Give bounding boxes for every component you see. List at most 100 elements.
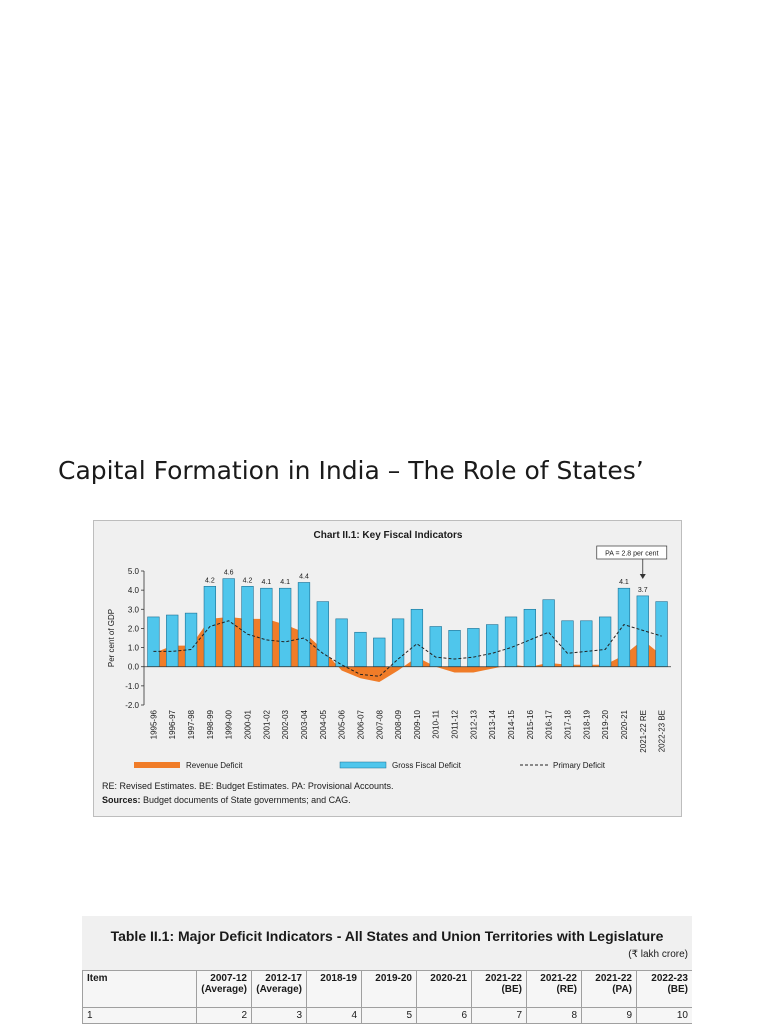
x-tick-label: 2020-21 — [620, 709, 629, 739]
header-line: 2012-17 — [265, 973, 302, 984]
bar-data-label: 3.7 — [638, 587, 648, 594]
x-tick-label: 2017-18 — [563, 709, 572, 739]
legend-swatch-revenue-deficit — [134, 762, 180, 768]
table-header-row: Item 2007-12 (Average) 2012-17 (Average) 2018… — [82, 970, 692, 1008]
abbreviations-note: RE: Revised Estimates. BE: Budget Estima… — [102, 781, 394, 791]
x-tick-label: 2004-05 — [319, 709, 328, 739]
y-tick-label: 0.0 — [128, 663, 140, 672]
x-tick-label: 2011-12 — [451, 709, 460, 738]
table-cell: 7 — [471, 1007, 527, 1024]
x-tick-label: 2010-11 — [432, 709, 441, 738]
table-cell: 3 — [251, 1007, 307, 1024]
x-tick-label: 2001-02 — [262, 709, 271, 739]
header-subline: (BE) — [501, 984, 522, 995]
bar-data-label: 4.6 — [224, 570, 234, 577]
y-tick-label: 1.0 — [128, 644, 140, 653]
gross-fiscal-deficit-bar — [222, 578, 235, 668]
header-line: 2022-23 — [651, 973, 688, 984]
x-tick-label: 2022-23 BE — [658, 710, 667, 752]
table-cell: 2 — [196, 1007, 252, 1024]
gross-fiscal-deficit-bar — [580, 620, 593, 668]
x-tick-label: 2005-06 — [338, 709, 347, 739]
x-tick-label: 2014-15 — [507, 709, 516, 739]
table-header-cell: 2012-17 (Average) — [251, 970, 307, 1008]
gross-fiscal-deficit-bar — [523, 608, 536, 668]
gross-fiscal-deficit-bar — [260, 587, 273, 668]
x-tick-label: 2000-01 — [244, 709, 253, 739]
table-header-cell: 2021-22 (RE) — [526, 970, 582, 1008]
table-header-cell: Item — [82, 970, 197, 1008]
x-tick-label: 2015-16 — [526, 709, 535, 739]
table-title: Table II.1: Major Deficit Indicators - A… — [110, 928, 664, 944]
x-tick-label: 1996-97 — [168, 709, 177, 739]
header-subline: (BE) — [667, 984, 688, 995]
table-panel: Table II.1: Major Deficit Indicators - A… — [82, 916, 692, 1024]
gross-fiscal-deficit-bar — [410, 608, 424, 668]
x-tick-label: 2019-20 — [601, 709, 610, 739]
bar-data-label: 4.2 — [205, 577, 215, 584]
table-cell: 9 — [581, 1007, 637, 1024]
table-header-cell: 2020-21 — [416, 970, 472, 1008]
gross-fiscal-deficit-bar — [448, 630, 461, 668]
x-tick-label: 2013-14 — [488, 709, 497, 739]
header-subline: (Average) — [201, 984, 247, 995]
x-tick-label: 2007-08 — [375, 709, 384, 739]
header-subline: (Average) — [256, 984, 302, 995]
header-line: 2021-22 — [540, 973, 577, 984]
x-tick-label: 2006-07 — [356, 709, 365, 739]
sources-text: Budget documents of State governments; a… — [140, 795, 351, 805]
y-axis-label: Per cent of GDP — [107, 609, 116, 667]
legend-label-gross-fiscal-deficit: Gross Fiscal Deficit — [392, 761, 462, 770]
x-tick-label: 2016-17 — [545, 709, 554, 739]
gross-fiscal-deficit-bar — [617, 587, 631, 668]
legend-label-primary-deficit: Primary Deficit — [553, 761, 606, 770]
header-line: 2019-20 — [375, 973, 412, 984]
annotation-arrow-head — [639, 574, 646, 579]
y-tick-label: -1.0 — [125, 682, 139, 691]
header-line: 2020-21 — [430, 973, 467, 984]
gross-fiscal-deficit-bar — [147, 616, 160, 668]
header-line: 2021-22 — [485, 973, 522, 984]
y-tick-label: 2.0 — [128, 624, 140, 633]
chart-title: Chart II.1: Key Fiscal Indicators — [314, 530, 463, 541]
table-header-cell: 2022-23 (BE) — [636, 970, 692, 1008]
y-tick-label: 5.0 — [128, 567, 140, 576]
x-tick-label: 1997-98 — [187, 709, 196, 739]
primary-deficit-line — [153, 620, 662, 677]
annotation-box — [596, 545, 668, 560]
gross-fiscal-deficit-bar — [598, 616, 612, 668]
gross-fiscal-deficit-bar — [467, 628, 480, 668]
header-line: 2018-19 — [320, 973, 357, 984]
table-cell: 4 — [306, 1007, 362, 1024]
header-line: 2021-22 — [595, 973, 632, 984]
header-line: Item — [87, 973, 108, 984]
key-fiscal-indicators-chart: Chart II.1: Key Fiscal Indicators Per cen… — [107, 530, 671, 770]
table-cell: 1 — [82, 1007, 197, 1024]
bar-data-label: 4.1 — [261, 579, 271, 586]
bar-data-label: 4.1 — [280, 579, 290, 586]
slide-title: Capital Formation in India – The Role of… — [58, 456, 644, 485]
gross-fiscal-deficit-bar — [561, 620, 574, 668]
bar-data-label: 4.4 — [299, 573, 309, 580]
table-header-cell: 2021-22 (BE) — [471, 970, 527, 1008]
header-subline: (PA) — [612, 984, 632, 995]
x-tick-label: 2021-22 RE — [639, 710, 648, 753]
table-unit: (₹ lakh crore) — [628, 949, 688, 960]
x-tick-label: 2002-03 — [281, 709, 290, 739]
gross-fiscal-deficit-bar — [391, 618, 405, 668]
bar-data-label: 4.1 — [619, 579, 629, 586]
bar-data-label: 4.2 — [243, 577, 253, 584]
table-header-cell: 2021-22 (PA) — [581, 970, 637, 1008]
gross-fiscal-deficit-bar — [297, 582, 311, 668]
legend-swatch-gross-fiscal-deficit — [339, 761, 387, 769]
y-tick-label: 4.0 — [128, 586, 140, 595]
table-cell: 6 — [416, 1007, 472, 1024]
gross-fiscal-deficit-bar — [486, 624, 499, 668]
gross-fiscal-deficit-bar — [542, 599, 555, 668]
gross-fiscal-deficit-bar — [279, 587, 292, 668]
y-tick-label: 3.0 — [128, 605, 140, 614]
legend-label-revenue-deficit: Revenue Deficit — [186, 761, 243, 770]
x-tick-label: 2009-10 — [413, 709, 422, 739]
table-header-cell: 2007-12 (Average) — [196, 970, 252, 1008]
gross-fiscal-deficit-bar — [429, 626, 442, 668]
